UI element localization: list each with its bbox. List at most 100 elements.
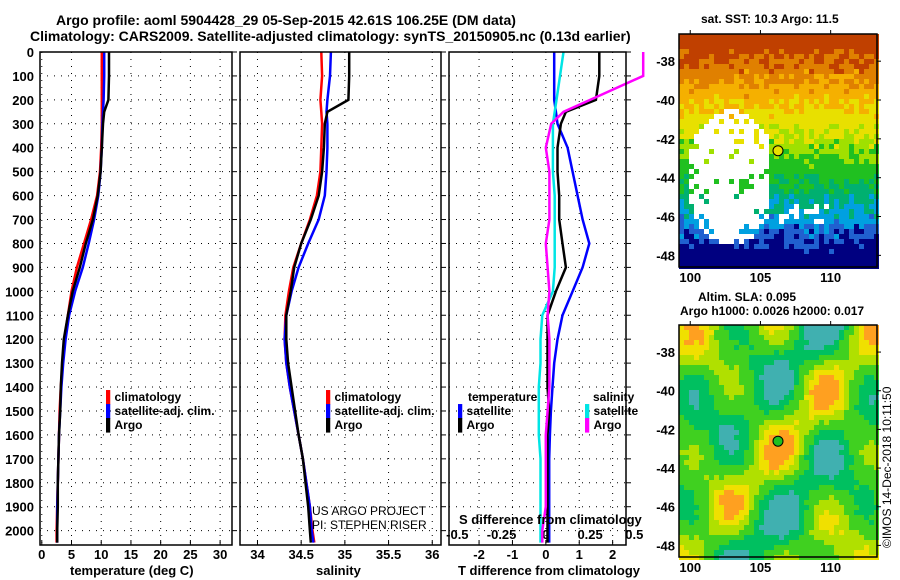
map-cell (809, 99, 814, 104)
map-cell (824, 525, 829, 530)
map-cell (724, 194, 729, 199)
map-cell (714, 194, 719, 199)
map-cell (769, 335, 774, 340)
map-cell (754, 229, 759, 234)
map-cell (689, 450, 694, 455)
map-cell (809, 229, 814, 234)
map-cell (779, 234, 784, 239)
map-cell (689, 159, 694, 164)
map-cell (804, 189, 809, 194)
map-cell (799, 174, 804, 179)
map-cell (824, 219, 829, 224)
map-cell (769, 129, 774, 134)
map-cell (864, 104, 869, 109)
map-cell (799, 490, 804, 495)
map-cell (724, 345, 729, 350)
map-cell (834, 390, 839, 395)
map-cell (854, 184, 859, 189)
map-cell (869, 194, 874, 199)
s-diff-tick-label: -0.5 (446, 527, 468, 542)
map-cell (764, 124, 769, 129)
map-cell (849, 199, 854, 204)
map-cell (799, 470, 804, 475)
map-cell (839, 179, 844, 184)
map-cell (714, 345, 719, 350)
map-cell (759, 425, 764, 430)
map-cell (854, 139, 859, 144)
map-y-tick-label: -42 (656, 422, 675, 437)
temperature-axis-label: temperature (deg C) (70, 563, 194, 578)
map-cell (719, 139, 724, 144)
map-cell (854, 114, 859, 119)
map-y-tick-label: -44 (656, 171, 676, 186)
map-cell (819, 54, 824, 59)
map-cell (739, 430, 744, 435)
map-cell (679, 385, 684, 390)
map-cell (694, 169, 699, 174)
legend-satellite: ▌satellite-adj. clim. (106, 404, 215, 418)
map-cell (704, 179, 709, 184)
map-cell (714, 510, 719, 515)
map-cell (849, 104, 854, 109)
map-cell (719, 535, 724, 540)
map-cell (789, 550, 794, 555)
map-cell (729, 189, 734, 194)
map-cell (854, 495, 859, 500)
map-cell (744, 405, 749, 410)
map-cell (769, 325, 774, 330)
map-cell (714, 229, 719, 234)
map-cell (694, 505, 699, 510)
map-cell (849, 480, 854, 485)
map-cell (859, 249, 864, 254)
map-x-tick-label: 105 (750, 270, 772, 285)
map-cell (744, 234, 749, 239)
map-cell (854, 224, 859, 229)
map-cell (859, 485, 864, 490)
map-cell (849, 169, 854, 174)
map-cell (834, 174, 839, 179)
map-cell (864, 460, 869, 465)
map-cell (749, 510, 754, 515)
map-cell (759, 34, 764, 39)
map-cell (764, 480, 769, 485)
map-cell (719, 44, 724, 49)
map-cell (854, 54, 859, 59)
map-cell (819, 79, 824, 84)
map-cell (829, 104, 834, 109)
map-cell (694, 244, 699, 249)
map-cell (734, 224, 739, 229)
map-cell (794, 44, 799, 49)
map-cell (689, 370, 694, 375)
map-y-tick-label: -46 (656, 210, 675, 225)
map-cell (799, 435, 804, 440)
map-cell (759, 239, 764, 244)
map-cell (679, 375, 684, 380)
map-cell (824, 199, 829, 204)
map-cell (839, 49, 844, 54)
map-cell (864, 99, 869, 104)
map-y-tick-label: -42 (656, 132, 675, 147)
map-cell (834, 44, 839, 49)
map-cell (774, 164, 779, 169)
map-cell (789, 450, 794, 455)
map-cell (714, 79, 719, 84)
map-cell (749, 44, 754, 49)
map-cell (774, 445, 779, 450)
map-y-tick-label: -48 (656, 248, 675, 263)
map-cell (839, 134, 844, 139)
map-cell (694, 229, 699, 234)
map-cell (799, 355, 804, 360)
map-cell (739, 335, 744, 340)
map-cell (814, 54, 819, 59)
map-cell (819, 84, 824, 89)
map-cell (729, 199, 734, 204)
map-cell (769, 390, 774, 395)
map-cell (684, 405, 689, 410)
map-cell (799, 370, 804, 375)
map-cell (869, 109, 874, 114)
map-cell (794, 194, 799, 199)
map-cell (699, 440, 704, 445)
map-cell (764, 505, 769, 510)
map-cell (719, 460, 724, 465)
map-cell (724, 535, 729, 540)
